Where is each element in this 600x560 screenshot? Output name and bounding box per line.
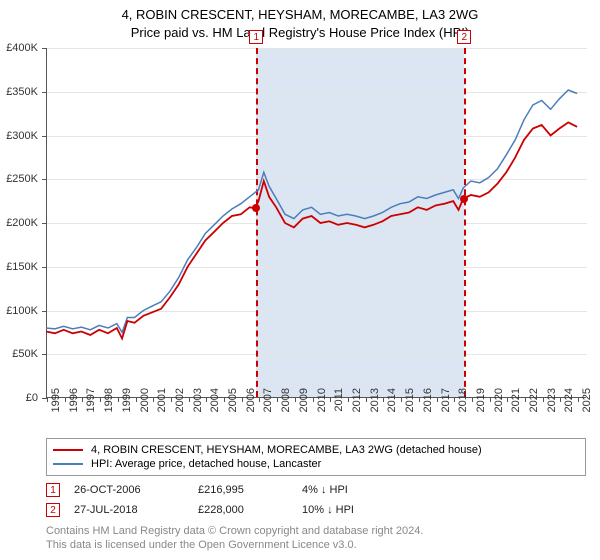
x-axis-label: 2010 (316, 388, 328, 418)
sale-date: 26-OCT-2006 (74, 484, 184, 496)
chart-title: 4, ROBIN CRESCENT, HEYSHAM, MORECAMBE, L… (0, 0, 600, 24)
x-axis-label: 2000 (139, 388, 151, 418)
x-axis-label: 2001 (156, 388, 168, 418)
sales-table: 1 26-OCT-2006 £216,995 4% ↓ HPI 2 27-JUL-2018… (46, 480, 586, 520)
x-axis-label: 2004 (209, 388, 221, 418)
x-axis-label: 1995 (50, 388, 62, 418)
y-axis-label: £200K (0, 217, 38, 229)
x-axis-label: 1997 (85, 388, 97, 418)
chart-subtitle: Price paid vs. HM Land Registry's House … (0, 24, 600, 42)
footer-line-1: Contains HM Land Registry data © Crown c… (46, 524, 423, 538)
y-axis-label: £0 (0, 392, 38, 404)
legend-item: HPI: Average price, detached house, Lanc… (53, 457, 579, 471)
x-axis-label: 2008 (280, 388, 292, 418)
x-axis-label: 2012 (351, 388, 363, 418)
y-axis-label: £350K (0, 86, 38, 98)
x-axis-label: 2009 (298, 388, 310, 418)
legend-swatch (53, 463, 83, 465)
sale-marker: 2 (457, 30, 471, 44)
x-axis-label: 2024 (563, 388, 575, 418)
sale-marker-box: 2 (46, 503, 60, 517)
y-axis-label: £400K (0, 42, 38, 54)
x-axis-label: 2020 (493, 388, 505, 418)
sale-price: £216,995 (198, 484, 288, 496)
y-axis-label: £250K (0, 173, 38, 185)
x-axis-label: 1996 (68, 388, 80, 418)
legend-label: HPI: Average price, detached house, Lanc… (91, 458, 321, 470)
chart-area: 12 £0£50K£100K£150K£200K£250K£300K£350K£… (46, 48, 586, 398)
legend-swatch (53, 449, 83, 451)
x-axis-label: 2025 (581, 388, 593, 418)
sale-delta: 4% ↓ HPI (302, 484, 402, 496)
y-axis-label: £150K (0, 261, 38, 273)
x-axis-label: 2006 (245, 388, 257, 418)
x-axis-label: 2021 (510, 388, 522, 418)
x-axis-label: 2005 (227, 388, 239, 418)
legend-box: 4, ROBIN CRESCENT, HEYSHAM, MORECAMBE, L… (46, 438, 586, 476)
sale-row: 1 26-OCT-2006 £216,995 4% ↓ HPI (46, 480, 586, 500)
sale-marker-box: 1 (46, 483, 60, 497)
x-axis-label: 2003 (192, 388, 204, 418)
sale-date: 27-JUL-2018 (74, 504, 184, 516)
x-axis-label: 1998 (103, 388, 115, 418)
x-axis-label: 2002 (174, 388, 186, 418)
sale-price: £228,000 (198, 504, 288, 516)
x-axis-label: 1999 (121, 388, 133, 418)
x-axis-label: 2014 (386, 388, 398, 418)
footer-line-2: This data is licensed under the Open Gov… (46, 538, 423, 552)
x-axis-label: 2019 (475, 388, 487, 418)
x-axis-label: 2013 (369, 388, 381, 418)
legend-item: 4, ROBIN CRESCENT, HEYSHAM, MORECAMBE, L… (53, 443, 579, 457)
chart-lines (46, 48, 586, 398)
x-axis-label: 2017 (440, 388, 452, 418)
series-hpi (46, 90, 577, 332)
x-axis-label: 2011 (333, 388, 345, 418)
y-axis-label: £50K (0, 348, 38, 360)
x-axis-label: 2022 (528, 388, 540, 418)
y-axis-label: £300K (0, 130, 38, 142)
series-property (46, 122, 577, 338)
x-axis-label: 2018 (457, 388, 469, 418)
sale-row: 2 27-JUL-2018 £228,000 10% ↓ HPI (46, 500, 586, 520)
sale-marker: 1 (249, 30, 263, 44)
legend-label: 4, ROBIN CRESCENT, HEYSHAM, MORECAMBE, L… (91, 444, 482, 456)
x-axis-label: 2007 (262, 388, 274, 418)
sale-delta: 10% ↓ HPI (302, 504, 402, 516)
x-axis-label: 2015 (404, 388, 416, 418)
x-axis-label: 2016 (422, 388, 434, 418)
y-axis-label: £100K (0, 305, 38, 317)
x-axis-label: 2023 (546, 388, 558, 418)
footer-attribution: Contains HM Land Registry data © Crown c… (46, 524, 423, 553)
